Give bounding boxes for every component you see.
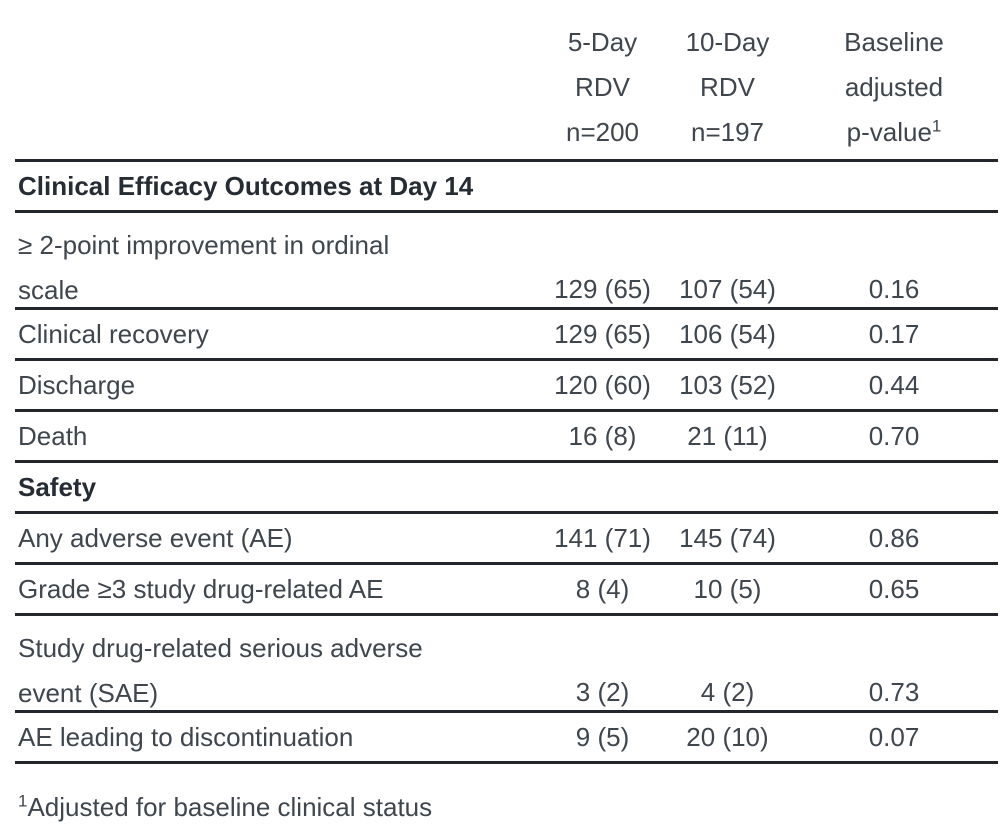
cell-10day: 10 (5) <box>693 574 762 604</box>
section-header-efficacy: Clinical Efficacy Outcomes at Day 14 <box>15 162 998 213</box>
cell-10day: 145 (74) <box>679 523 776 553</box>
cell-5day: 141 (71) <box>554 523 651 553</box>
table-footnote: 1Adjusted for baseline clinical status <box>15 764 998 822</box>
table-row-death: Death 16 (8) 21 (11) 0.70 <box>15 412 998 463</box>
col3-line2: adjusted <box>844 72 944 102</box>
table-row-grade3-ae: Grade ≥3 study drug-related AE 8 (4) 10 … <box>15 565 998 616</box>
row-label: Clinical recovery <box>18 319 209 349</box>
cell-5day: 129 (65) <box>554 274 651 304</box>
col1-line1: 5-Day <box>567 27 638 57</box>
col1-line3: n=200 <box>565 117 640 147</box>
cell-pvalue: 0.44 <box>868 370 920 400</box>
cell-5day: 120 (60) <box>554 370 651 400</box>
column-header-pvalue: Baseline adjusted p-value1 <box>790 20 998 155</box>
table-row-serious-ae: Study drug-related serious adverse event… <box>15 616 998 713</box>
col1-line2: RDV <box>575 72 630 102</box>
footnote-text: Adjusted for baseline clinical status <box>27 792 433 822</box>
column-header-10day-rdv: 10-Day RDV n=197 <box>665 20 790 155</box>
pvalue-label: p-value <box>846 117 932 147</box>
column-header-row: 5-Day RDV n=200 10-Day RDV n=197 Baselin… <box>15 0 998 162</box>
cell-pvalue: 0.86 <box>868 523 920 553</box>
table-row-ae-discontinuation: AE leading to discontinuation 9 (5) 20 (… <box>15 713 998 764</box>
column-header-5day-rdv: 5-Day RDV n=200 <box>540 20 665 155</box>
cell-5day: 9 (5) <box>575 722 630 752</box>
row-label: Any adverse event (AE) <box>18 523 293 553</box>
section-header-safety: Safety <box>15 463 998 514</box>
col2-line3: n=197 <box>690 117 765 147</box>
col2-line1: 10-Day <box>685 27 770 57</box>
footnote-marker: 1 <box>18 791 28 811</box>
table-row-ordinal-improvement: ≥ 2-point improvement in ordinal scale 1… <box>15 213 998 310</box>
table-row-discharge: Discharge 120 (60) 103 (52) 0.44 <box>15 361 998 412</box>
cell-10day: 4 (2) <box>700 677 755 707</box>
col3-line1: Baseline <box>844 27 944 57</box>
table-row-any-ae: Any adverse event (AE) 141 (71) 145 (74)… <box>15 514 998 565</box>
cell-pvalue: 0.17 <box>868 319 920 349</box>
row-label: Study drug-related serious adverse event… <box>15 633 540 708</box>
section-title: Clinical Efficacy Outcomes at Day 14 <box>18 171 474 201</box>
row-label: Discharge <box>18 370 136 400</box>
col2-line2: RDV <box>700 72 755 102</box>
row-label: Death <box>18 421 88 451</box>
col3-line3: p-value1 <box>790 110 998 155</box>
table-row-clinical-recovery: Clinical recovery 129 (65) 106 (54) 0.17 <box>15 310 998 361</box>
cell-10day: 103 (52) <box>679 370 776 400</box>
cell-5day: 129 (65) <box>554 319 651 349</box>
cell-5day: 3 (2) <box>575 677 630 707</box>
row-label: ≥ 2-point improvement in ordinal scale <box>15 230 540 305</box>
row-label-line2: scale <box>18 275 79 305</box>
cell-pvalue: 0.07 <box>868 722 920 752</box>
cell-10day: 20 (10) <box>686 722 769 752</box>
row-label-line2: event (SAE) <box>18 678 159 708</box>
cell-pvalue: 0.70 <box>868 421 920 451</box>
pvalue-footnote-marker: 1 <box>931 116 942 136</box>
row-label: Grade ≥3 study drug-related AE <box>18 574 384 604</box>
cell-pvalue: 0.73 <box>868 677 920 707</box>
cell-5day: 8 (4) <box>575 574 630 604</box>
cell-pvalue: 0.65 <box>868 574 920 604</box>
cell-10day: 21 (11) <box>687 421 768 451</box>
cell-10day: 107 (54) <box>679 274 776 304</box>
results-table: 5-Day RDV n=200 10-Day RDV n=197 Baselin… <box>15 0 998 822</box>
cell-pvalue: 0.16 <box>868 274 920 304</box>
row-label: AE leading to discontinuation <box>18 722 354 752</box>
section-title: Safety <box>18 472 97 502</box>
row-label-line1: Study drug-related serious adverse <box>18 633 423 663</box>
cell-10day: 106 (54) <box>679 319 776 349</box>
row-label-line1: ≥ 2-point improvement in ordinal <box>18 230 390 260</box>
cell-5day: 16 (8) <box>568 421 637 451</box>
